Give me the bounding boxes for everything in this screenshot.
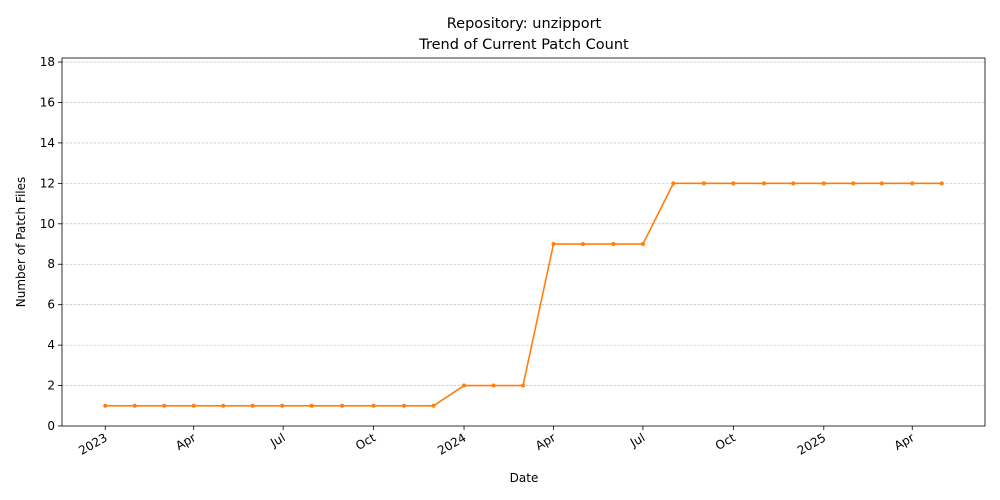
data-point [701, 181, 706, 186]
data-point [402, 403, 407, 408]
data-point [671, 181, 676, 186]
x-tick-label: Oct [713, 430, 738, 453]
data-point [250, 403, 255, 408]
data-point [851, 181, 856, 186]
y-tick-label: 18 [40, 55, 55, 69]
data-point [340, 403, 345, 408]
data-point [103, 403, 108, 408]
x-tick-label: Apr [892, 430, 917, 453]
data-point [462, 383, 467, 388]
data-point [309, 403, 314, 408]
y-tick-label: 2 [47, 379, 55, 393]
data-point [731, 181, 736, 186]
data-point [611, 242, 616, 247]
x-tick-label: Apr [533, 430, 558, 453]
y-axis-label: Number of Patch Files [14, 177, 28, 308]
data-point [551, 242, 556, 247]
y-tick-label: 8 [47, 257, 55, 271]
data-point [371, 403, 376, 408]
y-tick-label: 12 [40, 176, 55, 190]
chart-title: Repository: unzipport [447, 16, 602, 32]
plot-area [61, 57, 986, 427]
x-axis: 2023 Apr Jul Oct 2024 Apr Jul Oct 2025 Apr [76, 426, 917, 458]
x-tick-label: 2025 [795, 430, 828, 457]
data-point [191, 403, 196, 408]
x-tick-label: Apr [173, 430, 198, 453]
series-layer [103, 181, 944, 408]
data-point [132, 403, 137, 408]
data-point [580, 242, 585, 247]
series-line [105, 182, 942, 407]
y-axis: 0 2 4 6 8 10 12 14 16 18 [40, 55, 62, 433]
data-point [910, 181, 915, 186]
chart-subtitle: Trend of Current Patch Count [418, 37, 629, 53]
data-point [431, 403, 436, 408]
data-point [939, 181, 944, 186]
y-tick-label: 6 [47, 298, 55, 312]
grid-lines [62, 61, 985, 386]
y-tick-label: 14 [40, 136, 55, 150]
data-point [791, 181, 796, 186]
data-point [761, 181, 766, 186]
data-point [640, 242, 645, 247]
data-point [162, 403, 167, 408]
data-point [221, 403, 226, 408]
data-point [491, 383, 496, 388]
y-tick-label: 0 [47, 419, 55, 433]
x-tick-label: Jul [267, 430, 287, 450]
x-tick-label: 2024 [435, 430, 468, 457]
y-tick-label: 4 [47, 338, 55, 352]
data-point [821, 181, 826, 186]
data-point [879, 181, 884, 186]
y-tick-label: 10 [40, 217, 55, 231]
x-tick-label: Oct [353, 430, 378, 453]
x-tick-label: 2023 [76, 430, 109, 457]
data-point [521, 383, 526, 388]
data-point [280, 403, 285, 408]
y-tick-label: 16 [40, 95, 55, 109]
x-axis-label: Date [510, 471, 539, 485]
x-tick-label: Jul [627, 430, 647, 450]
